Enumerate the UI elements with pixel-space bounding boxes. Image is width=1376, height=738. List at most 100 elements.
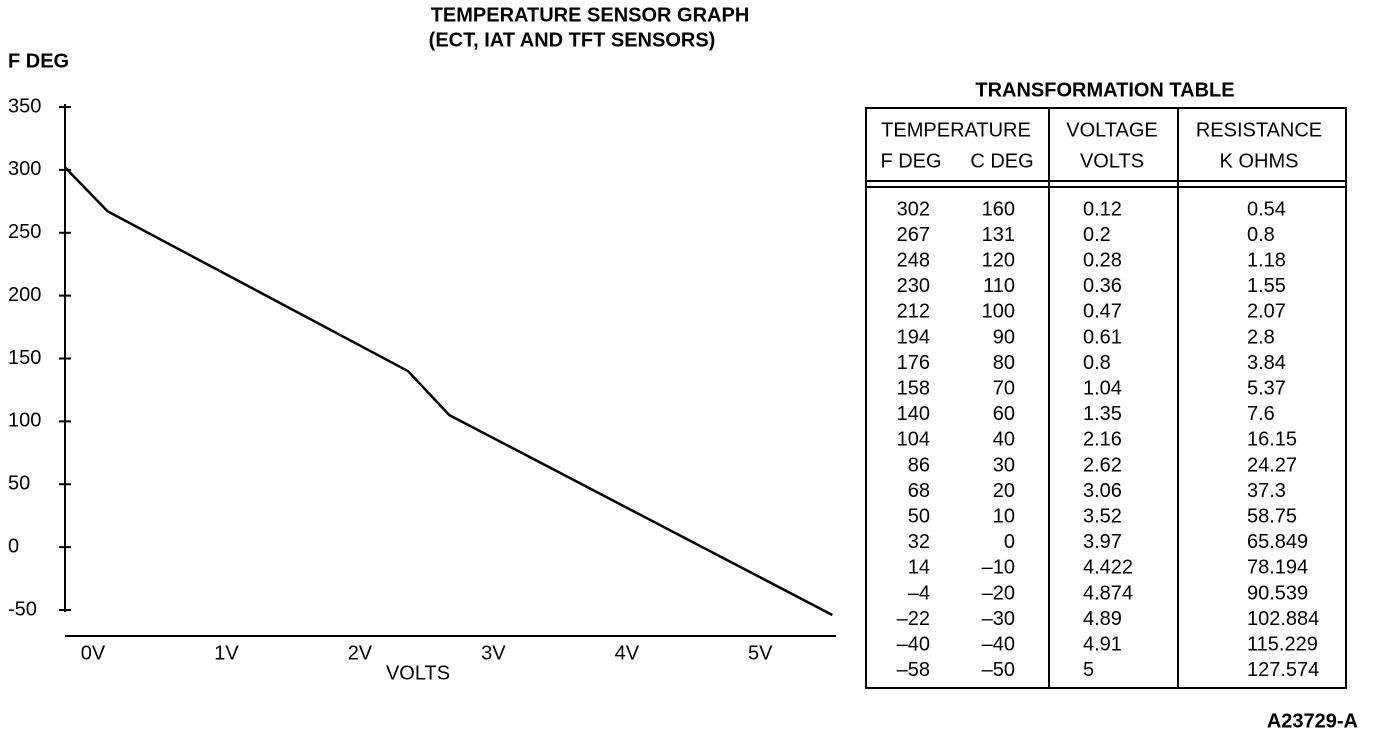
x-tick-label: 3V	[481, 642, 506, 664]
y-tick-label: 150	[8, 347, 41, 369]
table-cell: 102.884	[1247, 608, 1319, 630]
y-axis-label: F DEG	[8, 50, 69, 72]
table-header: RESISTANCE	[1196, 119, 1322, 141]
table-title: TRANSFORMATION TABLE	[975, 79, 1234, 101]
table-cell: 4.89	[1083, 608, 1122, 630]
y-tick-label: 200	[8, 284, 41, 306]
table-cell: 5.37	[1247, 377, 1286, 399]
table-cell: 0.36	[1083, 275, 1122, 297]
table-cell: –10	[982, 557, 1015, 579]
table-cell: 4.91	[1083, 633, 1122, 655]
table-cell: –40	[982, 633, 1015, 655]
data-line	[64, 166, 833, 617]
table-cell: 58.75	[1247, 505, 1297, 527]
x-tick-label: 5V	[748, 642, 773, 664]
table-cell: 16.15	[1247, 429, 1297, 451]
table-cell: 0.47	[1083, 301, 1122, 323]
table-cell: 90	[993, 326, 1015, 348]
table-header: TEMPERATURE	[881, 119, 1031, 141]
table-cell: 267	[897, 224, 930, 246]
table-cell: 1.18	[1247, 249, 1286, 271]
table-cell: 158	[897, 377, 930, 399]
table-cell: 2.07	[1247, 301, 1286, 323]
table-cell: 0.8	[1083, 352, 1111, 374]
table-cell: 68	[908, 480, 930, 502]
table-cell: 0.54	[1247, 198, 1286, 220]
table-cell: 60	[993, 403, 1015, 425]
chart-subtitle: (ECT, IAT AND TFT SENSORS)	[429, 29, 716, 51]
table-cell: 4.874	[1083, 582, 1133, 604]
table-cell: 110	[983, 275, 1015, 297]
table-header: VOLTS	[1080, 150, 1144, 172]
table-cell: 176	[897, 352, 930, 374]
table-cell: 0.28	[1083, 249, 1122, 271]
table-cell: 140	[897, 403, 930, 425]
table-cell: 248	[897, 249, 930, 271]
table-cell: 5	[1083, 659, 1094, 681]
y-tick-label: 350	[8, 95, 41, 117]
table-header: VOLTAGE	[1066, 119, 1158, 141]
table-border	[865, 107, 1347, 689]
table-cell: 160	[982, 198, 1015, 220]
table-cell: 230	[897, 275, 930, 297]
figure-id: A23729-A	[1267, 710, 1358, 732]
table-cell: 194	[897, 326, 930, 348]
table-cell: 24.27	[1247, 454, 1297, 476]
table-cell: 120	[982, 249, 1015, 271]
table-cell: 2.16	[1083, 429, 1122, 451]
x-tick-label: 4V	[615, 642, 640, 664]
chart-title: TEMPERATURE SENSOR GRAPH	[431, 4, 750, 26]
table-cell: 100	[982, 301, 1015, 323]
table-cell: 0.2	[1083, 224, 1111, 246]
table-cell: 3.06	[1083, 480, 1122, 502]
table-cell: –50	[982, 659, 1015, 681]
table-cell: –40	[897, 633, 930, 655]
table-cell: 70	[993, 377, 1015, 399]
x-tick-label: 0V	[81, 642, 106, 664]
table-cell: 115.229	[1247, 633, 1318, 655]
table-cell: 32	[908, 531, 930, 553]
y-tick-label: 100	[8, 410, 41, 432]
table-cell: 127.574	[1247, 659, 1319, 681]
table-cell: 0.8	[1247, 224, 1275, 246]
table-cell: 212	[897, 301, 930, 323]
table-header: K OHMS	[1220, 150, 1299, 172]
table-cell: 40	[993, 429, 1015, 451]
table-cell: 3.52	[1083, 505, 1122, 527]
table-cell: 10	[993, 505, 1015, 527]
table-cell: –22	[897, 608, 930, 630]
table-cell: 86	[908, 454, 930, 476]
table-cell: 7.6	[1247, 403, 1275, 425]
table-header: C DEG	[970, 150, 1033, 172]
table-cell: 90.539	[1247, 582, 1308, 604]
table-cell: –30	[982, 608, 1015, 630]
table-cell: 3.84	[1247, 352, 1286, 374]
table-cell: –20	[982, 582, 1015, 604]
table-cell: 131	[982, 224, 1015, 246]
table-cell: –58	[897, 659, 930, 681]
y-tick-label: 250	[8, 221, 41, 243]
table-cell: –4	[908, 582, 930, 604]
table-cell: 2.8	[1247, 326, 1275, 348]
x-tick-label: 2V	[348, 642, 373, 664]
table-header: F DEG	[880, 150, 941, 172]
table-cell: 37.3	[1247, 480, 1286, 502]
table-cell: 20	[993, 480, 1015, 502]
y-tick-label: 50	[8, 473, 30, 495]
table-cell: 0	[1004, 531, 1015, 553]
table-cell: 0.61	[1083, 326, 1122, 348]
y-tick-label: 0	[8, 535, 19, 557]
table-cell: 1.35	[1083, 403, 1122, 425]
table-cell: 4.422	[1083, 557, 1133, 579]
table-cell: 1.04	[1083, 377, 1122, 399]
table-cell: 65.849	[1247, 531, 1308, 553]
y-tick-label: -50	[8, 598, 37, 620]
table-cell: 104	[897, 429, 930, 451]
table-cell: 0.12	[1083, 198, 1122, 220]
table-cell: 2.62	[1083, 454, 1122, 476]
y-tick-label: 300	[8, 158, 41, 180]
table-cell: 30	[993, 454, 1015, 476]
table-cell: 80	[993, 352, 1015, 374]
table-cell: 14	[908, 557, 930, 579]
